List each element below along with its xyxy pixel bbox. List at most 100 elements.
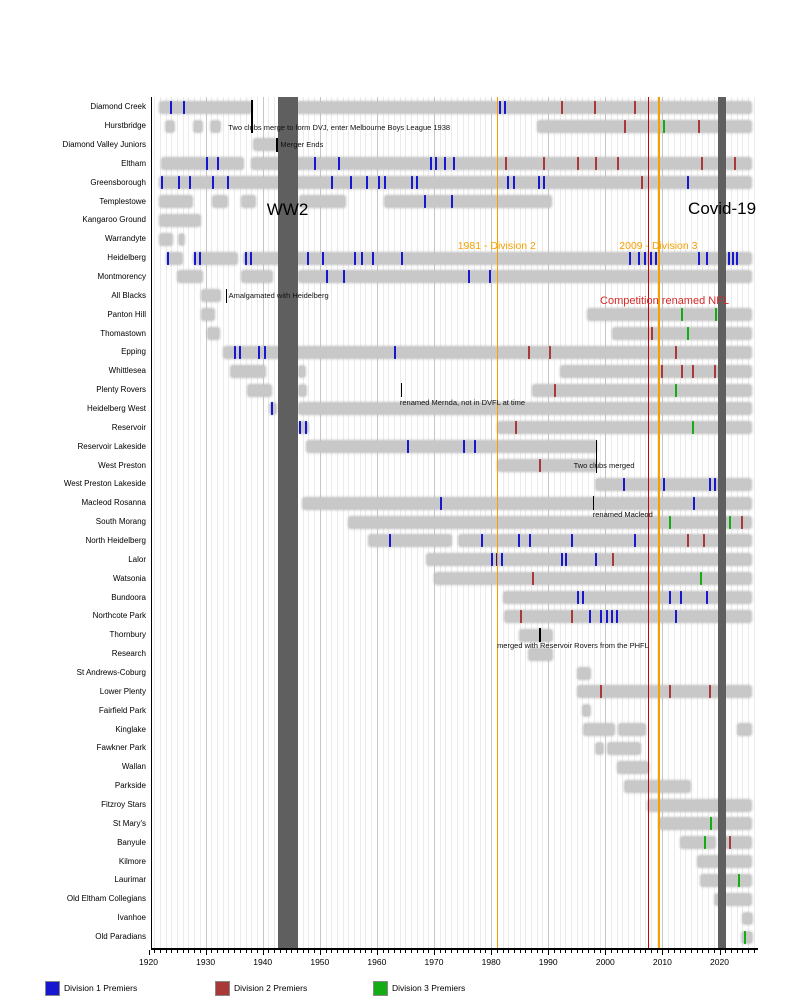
club-era-bar — [298, 422, 309, 434]
club-label: North Heidelberg — [85, 535, 146, 545]
club-era-bar — [619, 724, 646, 736]
x-axis-tick-label: 1920 — [139, 957, 158, 967]
club-era-bar — [725, 856, 752, 868]
x-axis-minor-tick — [234, 949, 236, 953]
x-axis-minor-tick — [291, 949, 293, 953]
premiership-tick-division1 — [394, 345, 397, 359]
annotation-tick — [251, 100, 253, 134]
club-label: Diamond Creek — [90, 102, 146, 112]
club-label: Heidelberg West — [87, 403, 146, 413]
premiership-tick-division1 — [649, 251, 652, 265]
annotation-label: renamed Mernda, not in DVFL at time — [399, 398, 526, 408]
x-axis-minor-tick — [519, 949, 521, 953]
x-axis-minor-tick — [696, 949, 698, 953]
premiership-tick-division2 — [577, 157, 580, 171]
club-era-bar — [538, 120, 720, 132]
premiership-tick-division1 — [643, 251, 646, 265]
x-axis-minor-tick — [650, 949, 652, 953]
renamed-nfl-line — [647, 97, 649, 949]
premiership-tick-division2 — [651, 327, 654, 341]
club-label: Lower Plenty — [99, 686, 146, 696]
club-era-bar — [725, 497, 752, 509]
club-era-bar — [700, 874, 720, 886]
gridline — [217, 97, 219, 949]
premiership-tick-division3 — [743, 930, 746, 944]
x-axis-minor-tick — [508, 949, 510, 953]
club-era-bar — [725, 799, 752, 811]
x-axis-minor-tick — [468, 949, 470, 953]
x-axis-minor-tick — [354, 949, 356, 953]
premiership-tick-division1 — [383, 176, 386, 190]
club-label: Bundoora — [111, 592, 146, 602]
gridline — [256, 97, 258, 949]
club-label: Reservoir Lakeside — [77, 441, 146, 451]
club-era-bar — [725, 271, 752, 283]
x-axis-minor-tick — [605, 949, 607, 955]
x-axis-minor-tick — [576, 949, 578, 953]
gridline — [211, 97, 213, 949]
x-axis-minor-tick — [239, 949, 241, 953]
premiership-tick-division2 — [728, 836, 731, 850]
club-era-bar — [458, 535, 720, 547]
club-era-bar — [243, 252, 720, 264]
x-axis-minor-tick — [668, 949, 670, 953]
club-era-bar — [298, 403, 720, 415]
x-axis-minor-tick — [582, 949, 584, 953]
club-era-bar — [725, 328, 752, 340]
premiership-tick-division1 — [306, 251, 309, 265]
club-label: South Morang — [95, 517, 146, 527]
club-label: Eltham — [121, 158, 146, 168]
premiership-tick-division1 — [314, 157, 317, 171]
x-axis-minor-tick — [725, 949, 727, 953]
premiership-tick-division1 — [473, 440, 476, 454]
x-axis-minor-tick — [331, 949, 333, 953]
club-label: St Andrews-Coburg — [76, 668, 146, 677]
club-era-bar — [159, 196, 192, 207]
x-axis-minor-tick — [285, 949, 287, 953]
premiership-tick-division1 — [434, 157, 437, 171]
x-axis-minor-tick — [588, 949, 590, 953]
gridline — [188, 97, 190, 949]
x-axis-minor-tick — [199, 949, 201, 953]
gridline — [348, 97, 350, 949]
gridline — [222, 97, 224, 949]
premiership-tick-division3 — [687, 327, 690, 341]
club-label: West Preston — [98, 460, 146, 470]
club-era-bar — [230, 365, 265, 377]
annotation-label: merged with Reservoir Rovers from the PH… — [497, 641, 649, 651]
premiership-tick-division1 — [216, 157, 219, 171]
club-label: St Mary's — [112, 818, 146, 828]
x-axis-minor-tick — [622, 949, 624, 953]
gridline — [314, 97, 316, 949]
premiership-tick-division2 — [734, 157, 737, 171]
x-axis-minor-tick — [148, 949, 150, 955]
division2-swatch — [215, 981, 230, 996]
premiership-tick-division1 — [271, 402, 274, 416]
x-axis-minor-tick — [525, 949, 527, 953]
premiership-tick-division2 — [713, 364, 716, 378]
x-axis-minor-tick — [673, 949, 675, 953]
x-axis-minor-tick — [296, 949, 298, 953]
annotation-tick — [276, 137, 278, 152]
annotation-tick — [400, 383, 403, 398]
x-axis-minor-tick — [736, 949, 738, 953]
gridline — [331, 97, 333, 949]
premiership-tick-division1 — [167, 251, 170, 265]
premiership-tick-division3 — [714, 308, 717, 322]
annotation-label: Merger Ends — [280, 140, 324, 150]
club-era-bar — [725, 120, 752, 132]
x-axis-minor-tick — [205, 949, 207, 955]
club-era-bar — [532, 384, 720, 396]
gridline — [319, 97, 321, 949]
x-axis-minor-tick — [513, 949, 515, 953]
annotation-tick — [539, 628, 541, 643]
club-era-bar — [385, 196, 552, 207]
gridline — [325, 97, 327, 949]
premiership-tick-division1 — [407, 440, 410, 454]
x-axis-minor-tick — [553, 949, 555, 953]
club-label: Thornbury — [109, 630, 146, 640]
premiership-tick-division2 — [669, 685, 672, 699]
x-axis-minor-tick — [473, 949, 475, 953]
premiership-tick-division2 — [600, 685, 603, 699]
x-axis-tick-label: 2020 — [710, 957, 729, 967]
